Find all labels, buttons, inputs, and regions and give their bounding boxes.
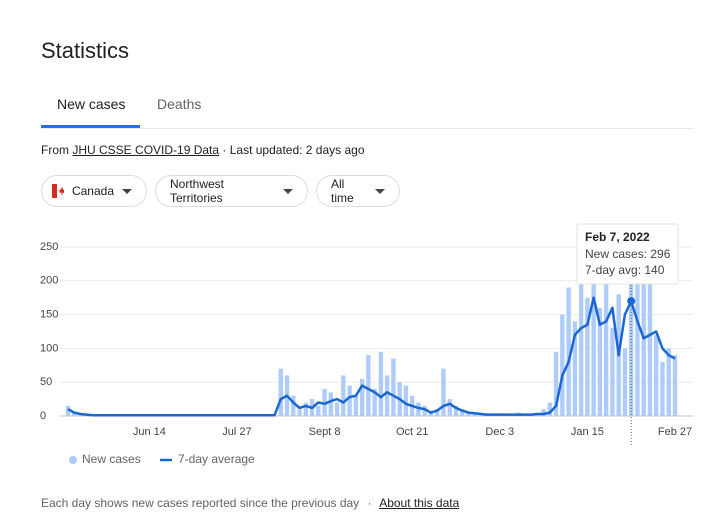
bar (341, 375, 346, 416)
x-tick-label: Sept 8 (309, 426, 341, 438)
bar (610, 328, 615, 416)
bar (672, 355, 678, 416)
region-dropdown[interactable]: Northwest Territories (155, 175, 308, 207)
chart: 0 50 100 150 200 250 Jun 14 Jul 27 Sept 8 Oct 21 D… (40, 223, 693, 466)
bar (391, 358, 396, 416)
bar (422, 405, 427, 416)
tooltip-box (576, 223, 679, 285)
bar (466, 412, 471, 416)
legend-label: 7-day average (178, 452, 255, 466)
tab[interactable]: Deaths (157, 96, 202, 112)
source-line: From JHU CSSE COVID-19 Data · Last updat… (41, 143, 365, 157)
footer: Each day shows new cases reported since … (41, 496, 459, 510)
bar (347, 385, 352, 416)
bar (597, 307, 603, 416)
average-line (67, 296, 676, 417)
bar (635, 236, 640, 416)
y-tick-label: 150 (40, 309, 58, 321)
bar (453, 405, 459, 416)
footer-separator: · (367, 496, 372, 510)
bar (328, 392, 334, 416)
bar (591, 247, 596, 416)
bar (572, 321, 578, 416)
bar (547, 402, 553, 416)
bar (297, 409, 302, 416)
bar (666, 348, 671, 416)
bar (316, 405, 321, 416)
bar (472, 413, 477, 416)
bar (478, 414, 484, 416)
divider (41, 128, 693, 129)
page-title: Statistics (41, 38, 130, 63)
bar (441, 368, 446, 416)
bar (541, 409, 546, 416)
bar (654, 334, 659, 416)
bar (428, 412, 434, 416)
bar (353, 395, 359, 416)
hover-dot (627, 297, 636, 306)
bar (278, 368, 283, 416)
x-tick-label: Feb 27 (658, 426, 692, 438)
bar (603, 274, 609, 416)
bar (65, 405, 71, 416)
source-prefix: From (41, 143, 69, 157)
tooltip-date: Feb 7, 2022 (585, 230, 650, 244)
tab-indicator (41, 125, 140, 128)
source-link[interactable]: JHU CSSE COVID-19 Data (72, 143, 220, 157)
y-tick-label: 250 (40, 241, 58, 253)
bar (553, 351, 559, 416)
dropdown-label: Northwest Territories (170, 177, 225, 205)
footer-text: Each day shows new cases reported since … (41, 496, 360, 510)
country-dropdown[interactable]: Canada (41, 175, 147, 207)
dropdown-label: All time (331, 177, 354, 205)
y-tick-label: 100 (40, 342, 58, 354)
bar (372, 388, 377, 416)
bar (303, 402, 308, 416)
x-tick-label: Oct 21 (396, 426, 428, 438)
bar (647, 280, 653, 416)
bar (416, 402, 421, 416)
y-tick-label: 0 (40, 410, 46, 422)
source-suffix: · Last updated: 2 days ago (222, 143, 365, 157)
x-tick-label: Jul 27 (222, 426, 251, 438)
bar (378, 351, 384, 416)
bar (622, 348, 628, 416)
bar (291, 395, 296, 416)
y-tick-label: 200 (40, 275, 58, 287)
bar (366, 355, 371, 416)
dropdown-label: Canada (71, 184, 114, 198)
bar (384, 375, 390, 416)
bar (359, 378, 365, 416)
bar (72, 412, 77, 416)
bar (560, 314, 565, 416)
x-tick-label: Jan 15 (571, 426, 604, 438)
footer-link[interactable]: About this data (379, 496, 460, 510)
tooltip-cases: New cases: 296 (585, 247, 671, 261)
x-tick-label: Jun 14 (133, 426, 166, 438)
flag (52, 184, 64, 198)
x-tick-label: Dec 3 (485, 426, 514, 438)
bar (660, 361, 665, 416)
bar (460, 409, 465, 416)
bar (585, 297, 590, 416)
bar (447, 399, 452, 416)
tooltip-avg: 7-day avg: 140 (585, 263, 665, 277)
bar (403, 385, 409, 416)
bar (566, 287, 571, 416)
bar (334, 402, 340, 416)
bar (578, 280, 584, 416)
y-tick-label: 50 (40, 376, 52, 388)
legend-label: New cases (82, 452, 141, 466)
legend-swatch (69, 456, 77, 464)
bar (435, 409, 440, 416)
time-dropdown[interactable]: All time (316, 175, 400, 207)
tab[interactable]: New cases (57, 96, 126, 112)
